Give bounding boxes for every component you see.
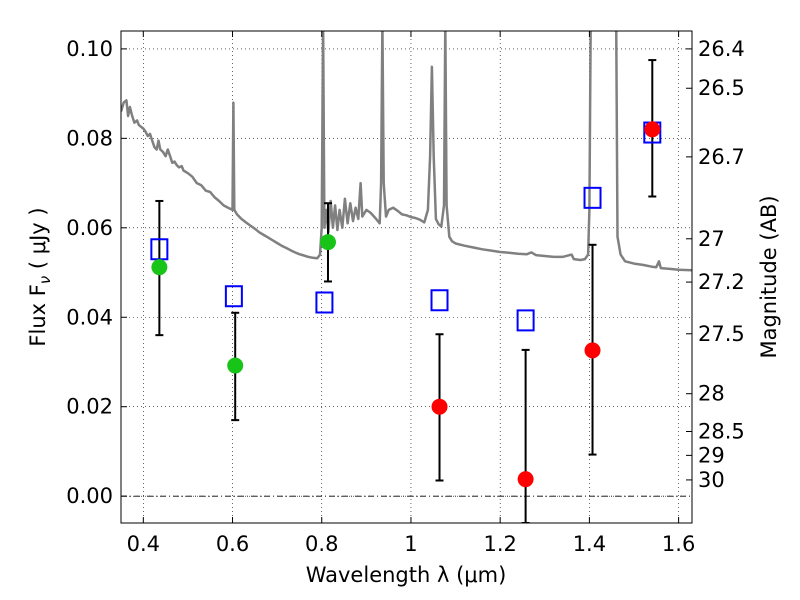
y-tick-label: 0.08 [66,126,113,150]
detection-point [227,357,244,374]
y2-tick-label: 27.2 [698,270,745,294]
x-tick-label: 1.4 [573,532,606,556]
x-axis-label: Wavelength λ (μm) [306,563,507,587]
y-axis-label: Flux Fν ( μJy ) [26,207,54,346]
y2-tick-label: 26.4 [698,37,745,61]
x-tick-label: 0.8 [305,532,338,556]
plot-area [121,31,692,523]
y-tick-label: 0.02 [66,395,113,419]
y2-tick-label: 27 [698,227,725,251]
y-tick-label: 0.10 [66,37,113,61]
y2-tick-label: 27.5 [698,322,745,346]
y2-tick-label: 28 [698,382,725,406]
y2-axis-label: Magnitude (AB) [757,195,781,358]
y-axis-label-unit: ( μJy ) [26,207,50,275]
observed-flux-markers [151,121,661,488]
y-tick-label: 0.04 [66,305,113,329]
low-significance-point [644,121,661,138]
x-tick-label: 1.6 [662,532,695,556]
low-significance-point [431,398,448,415]
x-tick-label: 1 [404,532,417,556]
detection-point [151,259,168,276]
y2-tick-label: 28.5 [698,420,745,444]
x-tick-label: 1.2 [483,532,516,556]
x-tick-label: 0.6 [216,532,249,556]
model-photometry-square [430,289,449,312]
model-photometry-square [315,291,334,314]
model-photometry-square [224,285,243,308]
y2-tick-label: 30 [698,468,725,492]
y-tick-label: 0.06 [66,216,113,240]
y-axis-label-subscript: ν [36,276,54,284]
model-photometry-square [583,186,602,209]
model-photometry-square [516,309,535,332]
y2-tick-label: 26.7 [698,145,745,169]
model-spectrum-line [121,31,692,272]
y2-tick-label: 26.5 [698,76,745,100]
detection-point [319,234,336,251]
axis-ticks: 0.4 0.6 0.8 1 1.2 1.4 1.6 0.00 0.02 0.04 0.06 0.08 0… [66,31,745,556]
low-significance-point [517,471,534,488]
y-tick-label: 0.00 [66,484,113,508]
y2-tick-label: 29 [698,443,725,467]
plot-frame [120,30,693,524]
low-significance-point [584,342,601,359]
error-bars [155,59,657,523]
x-tick-label: 0.4 [127,532,160,556]
